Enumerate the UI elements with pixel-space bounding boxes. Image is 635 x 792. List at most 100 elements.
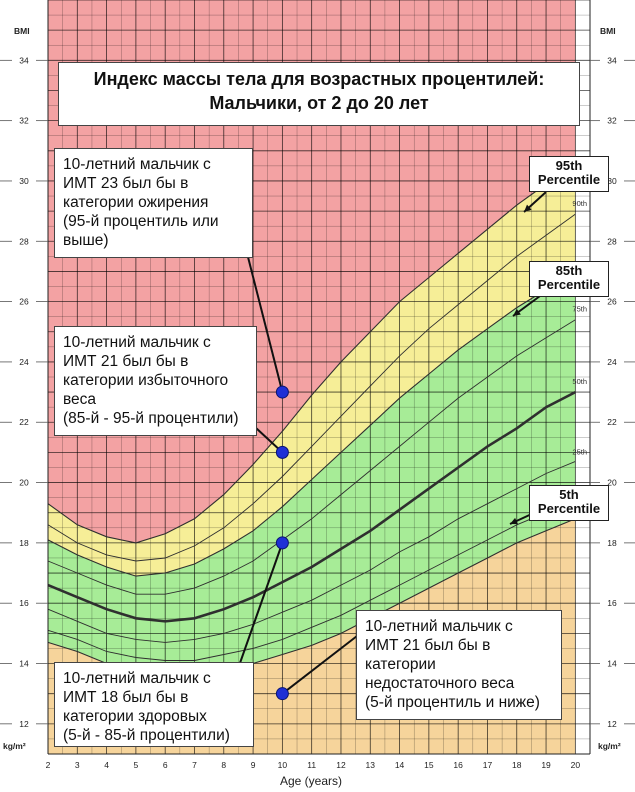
callout-overweight: 10-летний мальчик с ИМТ 21 был бы в кате… (54, 326, 257, 436)
x-tick-label: 2 (46, 760, 51, 770)
callout-line: категории ожирения (63, 194, 209, 211)
curve-95th (47, 162, 576, 544)
callout-underweight: 10-летний мальчик с ИМТ 21 был бы в кате… (356, 610, 562, 720)
x-tick-label: 11 (307, 760, 316, 770)
x-tick-label: 13 (366, 760, 376, 770)
curve-25th (47, 460, 576, 643)
label-line: Percentile (537, 172, 601, 187)
callout-line: ИМТ 18 был бы в (63, 689, 189, 706)
callout-line: категории здоровых (63, 708, 207, 725)
callout-line: (85-й - 95-й процентили) (63, 410, 239, 427)
y-axis-unit-bottom-left: kg/m² (3, 741, 26, 751)
data-point (275, 445, 289, 459)
curve-10th (47, 500, 576, 661)
curve-label-75th: 75th (572, 305, 587, 314)
arrow-5th-head (510, 517, 518, 525)
callout-line: (5-й процентиль и ниже) (365, 694, 540, 711)
data-point (275, 385, 289, 399)
x-tick-label: 5 (134, 760, 139, 770)
callout-line: недостаточного веса (365, 675, 515, 692)
label-85th-percentile: 85th Percentile (529, 261, 609, 297)
x-tick-label: 4 (104, 760, 109, 770)
y-tick-label-right: 34 (607, 55, 617, 65)
callout-line: ИМТ 21 был бы в (365, 637, 491, 654)
label-line: Percentile (537, 277, 601, 292)
y-tick-label-right: 20 (607, 478, 617, 488)
y-tick-label-left: 34 (19, 55, 29, 65)
leader-underweight (281, 635, 358, 695)
y-tick-label-right: 12 (607, 719, 617, 729)
curve-75th (47, 319, 576, 595)
x-axis-label: Age (years) (280, 774, 342, 788)
callout-line: 10-летний мальчик с (63, 670, 211, 687)
curve-label-50th: 50th (572, 377, 587, 386)
data-point (275, 536, 289, 550)
y-tick-label-left: 18 (19, 538, 29, 548)
x-tick-label: 14 (395, 760, 405, 770)
callout-obese: 10-летний мальчик с ИМТ 23 был бы в кате… (54, 148, 253, 258)
x-tick-label: 9 (251, 760, 256, 770)
y-tick-label-right: 28 (607, 236, 617, 246)
y-tick-label-left: 28 (19, 236, 29, 246)
y-tick-label-left: 22 (19, 417, 29, 427)
y-tick-label-right: 14 (607, 659, 617, 669)
label-line: 5th (559, 487, 579, 502)
y-tick-label-right: 32 (607, 116, 617, 126)
callout-line: категории избыточного (63, 372, 229, 389)
y-tick-label-right: 30 (607, 176, 617, 186)
arrow-95th-head (524, 204, 532, 212)
y-tick-label-right: 24 (607, 357, 617, 367)
margin-bottom (48, 754, 590, 792)
label-line: 85th (555, 263, 583, 278)
y-axis-unit-bottom-right: kg/m² (598, 741, 621, 751)
x-tick-label: 7 (192, 760, 197, 770)
y-tick-label-left: 12 (19, 719, 29, 729)
x-tick-label: 15 (424, 760, 434, 770)
curve-50th (47, 390, 576, 623)
y-tick-label-right: 18 (607, 538, 617, 548)
chart-title-line2: Мальчики, от 2 до 20 лет (209, 93, 429, 113)
chart-title-line1: Индекс массы тела для возрастных процент… (93, 69, 545, 89)
callout-line: категории (365, 656, 436, 673)
curve-85th (47, 270, 576, 577)
data-point (275, 687, 289, 701)
callout-healthy: 10-летний мальчик с ИМТ 18 был бы в кате… (54, 662, 254, 747)
callout-line: 10-летний мальчик с (63, 156, 211, 173)
y-tick-label-left: 26 (19, 297, 29, 307)
y-tick-label-left: 14 (19, 659, 29, 669)
label-5th-percentile: 5th Percentile (529, 485, 609, 521)
leader-obese (247, 256, 284, 393)
callout-line: выше) (63, 232, 109, 249)
x-tick-label: 3 (75, 760, 80, 770)
leader-healthy (239, 542, 284, 664)
chart-title: Индекс массы тела для возрастных процент… (58, 62, 580, 126)
y-tick-label-left: 20 (19, 478, 29, 488)
label-line: 95th (555, 158, 583, 173)
label-95th-percentile: 95th Percentile (529, 156, 609, 192)
x-tick-label: 17 (483, 760, 493, 770)
y-tick-label-right: 16 (607, 598, 617, 608)
data-points (275, 385, 289, 701)
callout-leaders (239, 191, 547, 695)
x-tick-label: 19 (541, 760, 551, 770)
callout-line: ИМТ 21 был бы в (63, 353, 189, 370)
y-tick-label-right: 22 (607, 417, 617, 427)
label-line: Percentile (537, 501, 601, 516)
y-tick-label-left: 24 (19, 357, 29, 367)
curve-label-90th: 90th (572, 199, 587, 208)
margin-right (590, 0, 635, 792)
curve-label-25th: 25th (572, 447, 587, 456)
x-tick-label: 18 (512, 760, 522, 770)
callout-line: 10-летний мальчик с (365, 618, 513, 635)
margin-left (0, 0, 48, 792)
callout-line: (5-й - 85-й процентили) (63, 727, 230, 744)
x-tick-label: 16 (453, 760, 463, 770)
x-tick-label: 20 (571, 760, 581, 770)
x-tick-label: 6 (163, 760, 168, 770)
callout-line: ИМТ 23 был бы в (63, 175, 189, 192)
y-axis-unit-top-left: BMI (14, 26, 30, 36)
x-tick-label: 8 (221, 760, 226, 770)
y-axis-unit-top-right: BMI (600, 26, 616, 36)
callout-line: (95-й процентиль или (63, 213, 219, 230)
